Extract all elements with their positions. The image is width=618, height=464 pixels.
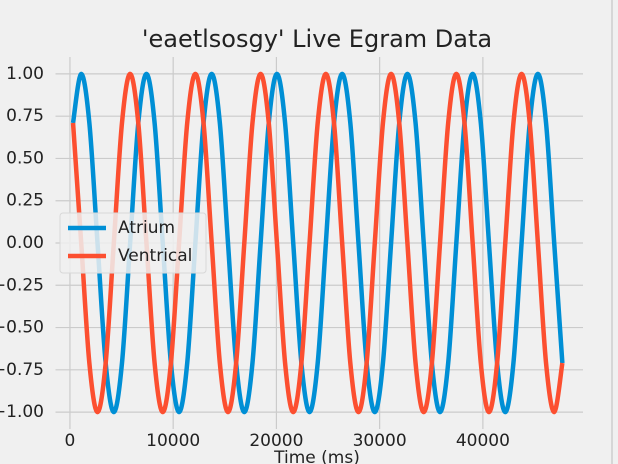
y-tick-label: 0.50 bbox=[6, 148, 44, 168]
x-tick-label: 30000 bbox=[353, 431, 407, 451]
y-tick-label: −0.50 bbox=[0, 318, 44, 338]
series-line bbox=[70, 71, 565, 415]
y-tick-label: 0.00 bbox=[6, 233, 44, 253]
y-tick-label: −0.25 bbox=[0, 275, 44, 295]
x-axis-label: Time (ms) bbox=[273, 448, 360, 464]
y-tick-label: −0.75 bbox=[0, 360, 44, 380]
x-tick-label: 10000 bbox=[146, 431, 200, 451]
y-tick-label: 1.00 bbox=[6, 64, 44, 84]
legend-label: Atrium bbox=[118, 218, 175, 238]
legend-label: Ventrical bbox=[118, 246, 192, 266]
y-tick-label: 0.75 bbox=[6, 106, 44, 126]
series-line bbox=[70, 71, 565, 415]
y-tick-label: 0.25 bbox=[6, 191, 44, 211]
y-tick-label: −1.00 bbox=[0, 402, 44, 422]
legend: Atrium Ventrical bbox=[59, 212, 207, 274]
x-tick-label: 0 bbox=[65, 431, 76, 451]
chart-title: 'eaetlsosgy' Live Egram Data bbox=[142, 25, 492, 53]
x-tick-label: 20000 bbox=[249, 431, 303, 451]
x-tick-label: 40000 bbox=[456, 431, 510, 451]
